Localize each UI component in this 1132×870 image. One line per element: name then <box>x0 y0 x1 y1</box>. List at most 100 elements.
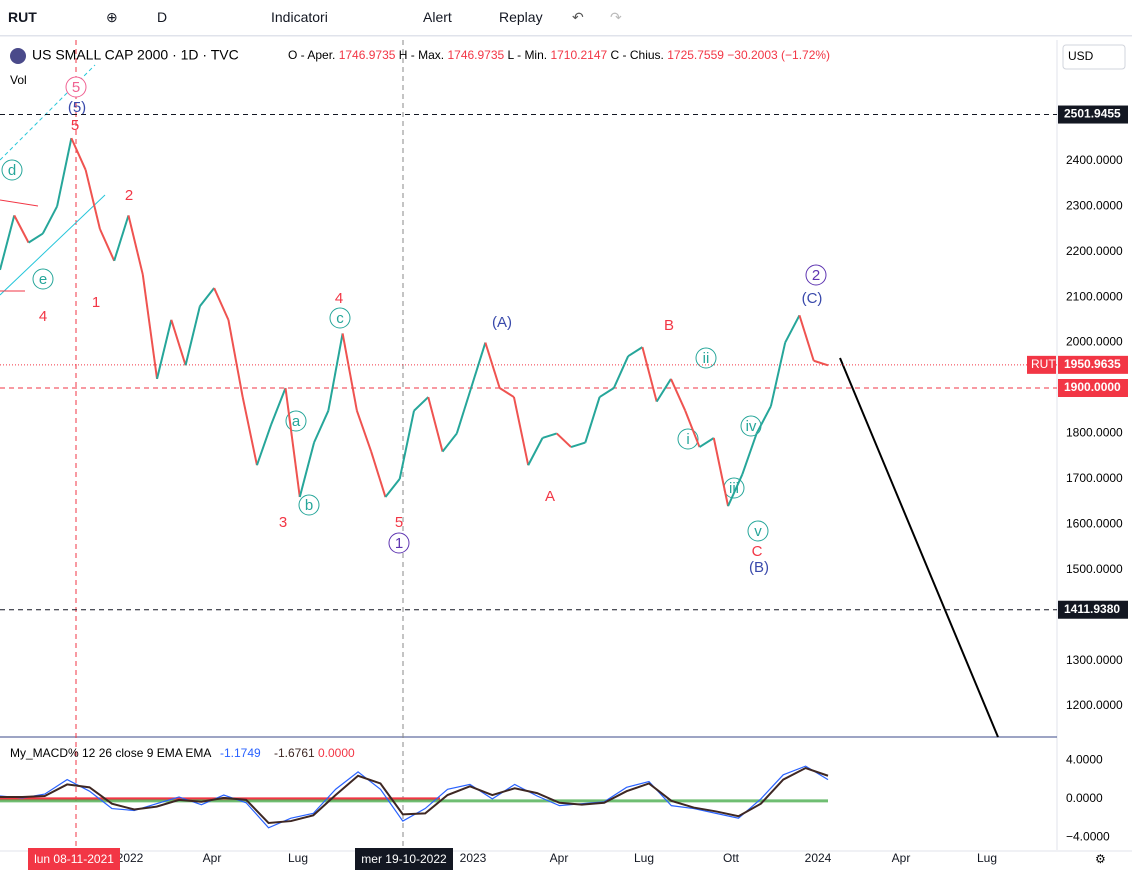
price-segment <box>499 387 515 398</box>
price-segment <box>612 355 630 389</box>
wave-circle <box>695 347 717 369</box>
price-segment <box>712 437 730 507</box>
currency-box[interactable] <box>1062 44 1126 70</box>
price-segment <box>313 410 330 443</box>
wave-label: 1 <box>395 535 403 552</box>
price-segment <box>427 396 444 452</box>
level-label-bg <box>1058 600 1128 619</box>
wave-label: i <box>686 431 689 448</box>
wave-label: d <box>8 162 16 179</box>
price-segment <box>413 396 429 412</box>
time-label: 2024 <box>805 851 832 865</box>
cursor-label: lun 08-11-2021 <box>34 852 114 866</box>
price-segment <box>99 228 116 262</box>
macd-line <box>0 766 829 825</box>
price-segment <box>270 387 287 425</box>
projection-line <box>839 357 999 738</box>
symbol[interactable]: RUT <box>8 9 37 25</box>
symbol-label: RUT <box>1031 357 1056 371</box>
y-tick-label: −4.0000 <box>1066 830 1110 844</box>
level-label: 2501.9455 <box>1064 107 1121 121</box>
price-segment <box>769 342 787 407</box>
macd-val: 0.0000 <box>318 746 355 760</box>
price-segment <box>698 437 715 448</box>
macd-val: -1.1749 <box>220 746 261 760</box>
price-segment <box>542 432 558 439</box>
price-segment <box>584 396 601 443</box>
replay[interactable]: Replay <box>499 9 543 25</box>
c-val: 1725.7559 <box>667 48 724 62</box>
price-segment <box>813 359 829 367</box>
time-label: 2022 <box>117 851 144 865</box>
y-tick-label: 2300.0000 <box>1066 198 1123 212</box>
legend: O - Aper. 1746.9735 H - Max. 1746.9735 L… <box>288 48 830 62</box>
wave-circle <box>32 268 54 290</box>
y-tick-label: 2000.0000 <box>1066 335 1123 349</box>
price-segment <box>484 342 501 389</box>
price-segment <box>527 437 544 466</box>
price-segment <box>398 410 415 480</box>
time-label: Lug <box>977 851 997 865</box>
wave-label: 4 <box>335 290 343 307</box>
wave-label: (C) <box>802 290 823 307</box>
time-label: Lug <box>634 851 654 865</box>
o: O - Aper. <box>288 48 335 62</box>
price-segment <box>184 305 201 366</box>
price-segment <box>327 333 344 411</box>
cursor-label-bg <box>355 848 453 870</box>
level-label-bg <box>1058 355 1128 374</box>
settings[interactable]: ⚙ <box>1095 852 1106 866</box>
y-tick-label: 1500.0000 <box>1066 562 1123 576</box>
wave-circle <box>1 159 23 181</box>
redo[interactable]: ↷ <box>610 9 622 25</box>
wave-label: a <box>292 413 301 430</box>
alert[interactable]: Alert <box>423 9 452 25</box>
l: L - Min. <box>508 48 548 62</box>
y-tick-label: 2200.0000 <box>1066 244 1123 258</box>
price-segment <box>727 473 744 507</box>
wave-label: 2 <box>125 187 133 204</box>
y-tick-label: 0.0000 <box>1066 791 1103 805</box>
price-segment <box>256 424 273 466</box>
price-segment <box>355 410 373 452</box>
y-tick-label: 1800.0000 <box>1066 426 1123 440</box>
price-segment <box>41 205 58 234</box>
y-tick-label: 1700.0000 <box>1066 471 1123 485</box>
vol: Vol <box>10 73 27 87</box>
change: −30.2003 (−1.72%) <box>727 48 830 62</box>
trend-line <box>0 194 106 296</box>
wave-label: ii <box>703 350 710 367</box>
price-segment <box>570 441 586 449</box>
interval[interactable]: D <box>157 9 168 25</box>
wave-label: 4 <box>39 308 47 325</box>
currency[interactable]: USD <box>1068 49 1094 63</box>
level-label: 1900.0000 <box>1064 380 1121 394</box>
price-segment <box>156 319 173 380</box>
price-segment <box>199 287 215 307</box>
wave-circle <box>298 494 320 516</box>
wave-label: e <box>39 271 47 288</box>
symbol-label-bg <box>1027 355 1056 374</box>
y-tick-label: 1200.0000 <box>1066 698 1123 712</box>
h-val: 1746.9735 <box>447 48 504 62</box>
price-segment <box>556 432 572 448</box>
time-label: Apr <box>550 851 569 865</box>
add-symbol[interactable]: ⊕ <box>106 9 118 25</box>
price-segment <box>784 314 801 344</box>
time-label: Lug <box>288 851 308 865</box>
wave-label: A <box>545 488 555 505</box>
wave-label: v <box>754 523 762 540</box>
price-segment <box>170 319 187 366</box>
price-segment <box>13 214 30 244</box>
wave-label: b <box>305 497 313 514</box>
wave-label: 5 <box>72 79 80 96</box>
wave-circle <box>329 307 351 329</box>
macd-line <box>0 765 829 829</box>
price-segment <box>56 137 73 207</box>
undo[interactable]: ↶ <box>572 9 584 25</box>
price-segment <box>113 215 130 262</box>
time-label: 2023 <box>460 851 487 865</box>
indicators[interactable]: Indicatori <box>271 9 328 25</box>
